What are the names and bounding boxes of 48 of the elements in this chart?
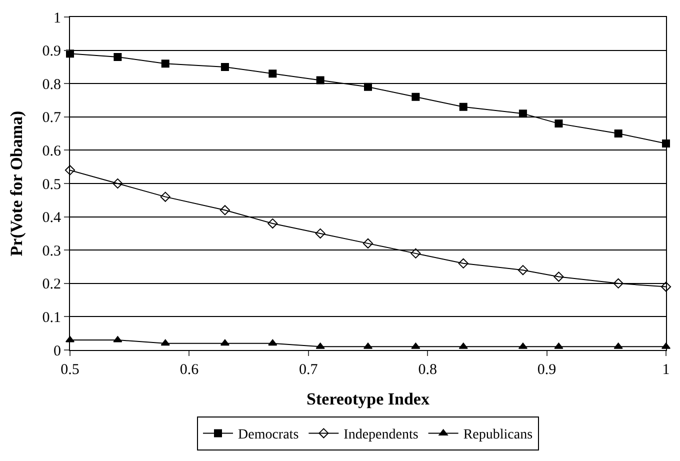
point: [160, 192, 170, 202]
point: [362, 238, 374, 248]
y-tick-label: 0.4: [42, 210, 62, 226]
legend-label: Democrats: [238, 428, 299, 443]
point: [554, 272, 564, 282]
point: [114, 52, 122, 61]
y-tick-label: 0: [54, 343, 61, 360]
y-tick-label: 0.1: [42, 310, 61, 326]
point: [458, 258, 468, 268]
point: [459, 102, 468, 111]
point: [220, 339, 230, 346]
point: [220, 62, 229, 71]
point: [268, 218, 278, 229]
y-tick-label: 0.2: [42, 276, 61, 293]
point: [554, 120, 563, 128]
x-tick-label: 1: [662, 362, 670, 378]
point: [412, 92, 420, 101]
point: [268, 339, 278, 346]
point: [220, 205, 230, 216]
point: [315, 228, 326, 238]
y-tick-label: 0.8: [42, 76, 61, 93]
x-tick-label: 0.7: [299, 362, 318, 378]
point: [316, 76, 324, 84]
y-axis-title: Pr(Vote for Obama): [6, 110, 26, 256]
y-tick-label: 0.6: [42, 143, 62, 160]
x-axis-title: Stereotype Index: [306, 389, 430, 408]
point: [518, 265, 528, 276]
x-tick-label: 0.8: [418, 362, 437, 378]
point: [64, 165, 76, 176]
y-tick-label: 0.7: [42, 110, 62, 126]
point: [268, 70, 277, 78]
point: [660, 282, 672, 292]
point: [364, 82, 372, 91]
point: [112, 178, 123, 189]
x-tick-label: 0.6: [180, 362, 200, 378]
point: [161, 60, 170, 68]
y-tick-label: 0.9: [42, 44, 61, 60]
y-tick-label: 1: [54, 10, 61, 26]
legend-label: Republicans: [463, 428, 533, 443]
point: [518, 110, 527, 118]
x-tick-label: 0.9: [537, 362, 556, 378]
legend-label: Independents: [344, 428, 418, 443]
point: [614, 130, 622, 138]
y-tick-label: 0.3: [42, 243, 61, 260]
point: [160, 339, 170, 346]
point: [410, 248, 421, 258]
y-tick-label: 0.5: [42, 176, 61, 193]
point: [613, 278, 624, 288]
